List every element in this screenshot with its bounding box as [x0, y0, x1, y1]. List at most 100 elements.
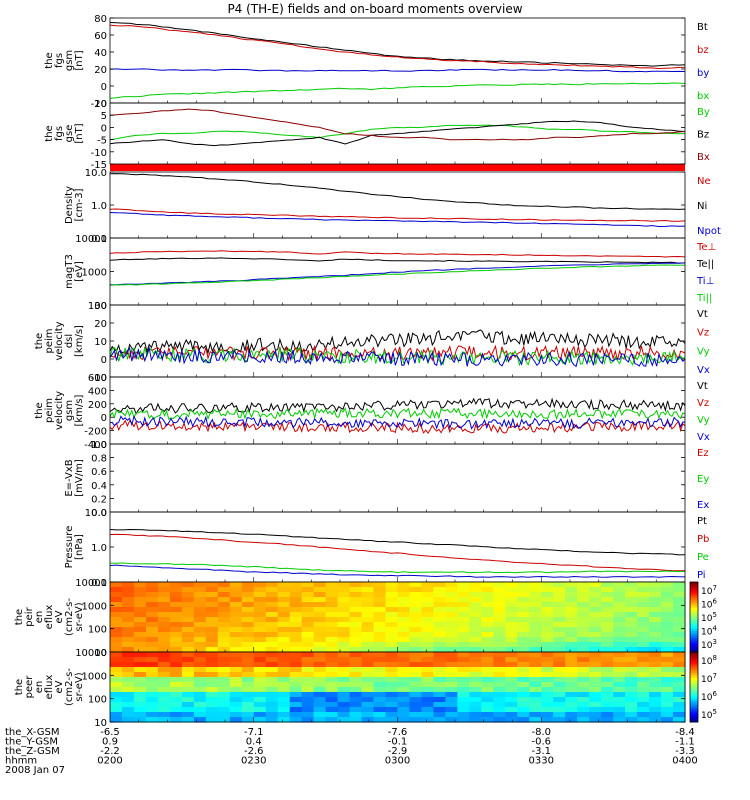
- heatmap-cell: [349, 632, 363, 638]
- heatmap-cell: [385, 647, 399, 653]
- heatmap-cell: [481, 692, 494, 698]
- heatmap-cell: [217, 687, 231, 693]
- heatmap-cell: [469, 642, 482, 648]
- heatmap-cell: [373, 667, 387, 673]
- heatmap-cell: [541, 672, 554, 678]
- heatmap-cell: [217, 637, 231, 643]
- heatmap-cell: [589, 712, 602, 718]
- heatmap-cell: [625, 682, 638, 688]
- heatmap-cell: [541, 677, 554, 683]
- heatmap-cell: [385, 692, 399, 698]
- heatmap-cell: [325, 612, 339, 618]
- heatmap-cell: [517, 657, 530, 663]
- heatmap-cell: [277, 707, 291, 713]
- heatmap-cell: [217, 667, 231, 673]
- heatmap-cell: [361, 702, 375, 708]
- heatmap-cell: [577, 707, 590, 713]
- heatmap-cell: [601, 617, 614, 623]
- heatmap-cell: [625, 602, 638, 608]
- heatmap-cell: [589, 617, 602, 623]
- heatmap-cell: [193, 617, 207, 623]
- heatmap-cell: [361, 632, 375, 638]
- heatmap-cell: [529, 697, 542, 703]
- heatmap-cell: [589, 687, 602, 693]
- heatmap-cell: [241, 692, 255, 698]
- heatmap-cell: [661, 702, 674, 708]
- heatmap-cell: [385, 687, 399, 693]
- colorbar-step: [690, 584, 698, 588]
- heatmap-cell: [361, 697, 375, 703]
- heatmap-cell: [181, 642, 195, 648]
- legend-entry: Vt: [697, 309, 708, 320]
- heatmap-cell: [589, 672, 602, 678]
- heatmap-cell: [169, 647, 183, 653]
- heatmap-cell: [325, 652, 339, 658]
- y-tick-label: 60: [94, 31, 107, 42]
- heatmap-cell: [577, 702, 590, 708]
- heatmap-cell: [265, 607, 279, 613]
- heatmap-cell: [649, 632, 662, 638]
- series-line-Pe: [109, 562, 685, 574]
- heatmap-cell: [637, 682, 650, 688]
- heatmap-cell: [553, 582, 566, 588]
- heatmap-cell: [349, 587, 363, 593]
- heatmap-cell: [385, 717, 399, 723]
- heatmap-cell: [601, 672, 614, 678]
- heatmap-cell: [277, 612, 291, 618]
- heatmap-cell: [649, 717, 662, 723]
- heatmap-cell: [397, 702, 411, 708]
- heatmap-cell: [313, 622, 327, 628]
- heatmap-cell: [181, 587, 195, 593]
- heatmap-cell: [613, 672, 626, 678]
- heatmap-cell: [469, 712, 482, 718]
- heatmap-cell: [133, 627, 147, 633]
- heatmap-cell: [649, 622, 662, 628]
- heatmap-cell: [493, 627, 506, 633]
- heatmap-cell: [553, 602, 566, 608]
- heatmap-cell: [433, 677, 447, 683]
- heatmap-cell: [445, 707, 458, 713]
- heatmap-cell: [157, 662, 171, 668]
- heatmap-cell: [649, 707, 662, 713]
- heatmap-cell: [433, 697, 447, 703]
- heatmap-cell: [145, 602, 159, 608]
- heatmap-cell: [193, 682, 207, 688]
- heatmap-cell: [121, 687, 135, 693]
- heatmap-cell: [265, 632, 279, 638]
- colorbar-step: [690, 628, 698, 632]
- colorbar-step: [690, 666, 698, 669]
- heatmap-cell: [661, 632, 674, 638]
- x-row-value: 0230: [241, 756, 266, 767]
- heatmap-cell: [145, 632, 159, 638]
- heatmap-cell: [145, 582, 159, 588]
- heatmap-cell: [229, 587, 243, 593]
- heatmap-cell: [157, 647, 171, 653]
- heatmap-cell: [277, 607, 291, 613]
- heatmap-cell: [397, 642, 411, 648]
- heatmap-cell: [325, 667, 339, 673]
- colorbar-step: [690, 680, 698, 683]
- heatmap-cell: [637, 692, 650, 698]
- heatmap-cell: [661, 637, 674, 643]
- heatmap-cell: [301, 627, 315, 633]
- heatmap-cell: [589, 607, 602, 613]
- heatmap-cell: [181, 692, 195, 698]
- heatmap-cell: [613, 697, 626, 703]
- heatmap-cell: [289, 657, 303, 663]
- heatmap-cell: [505, 677, 518, 683]
- heatmap-cell: [217, 632, 231, 638]
- heatmap-cell: [553, 657, 566, 663]
- heatmap-cell: [481, 632, 494, 638]
- heatmap-cell: [673, 617, 686, 623]
- series-line-Te⊥: [109, 250, 686, 258]
- heatmap-cell: [445, 612, 458, 618]
- heatmap-cell: [517, 587, 530, 593]
- heatmap-cell: [577, 652, 590, 658]
- heatmap-cell: [349, 677, 363, 683]
- heatmap-cell: [110, 592, 123, 598]
- heatmap-cell: [373, 592, 387, 598]
- heatmap-cell: [529, 687, 542, 693]
- y-axis-label-line: fgs: [54, 126, 65, 141]
